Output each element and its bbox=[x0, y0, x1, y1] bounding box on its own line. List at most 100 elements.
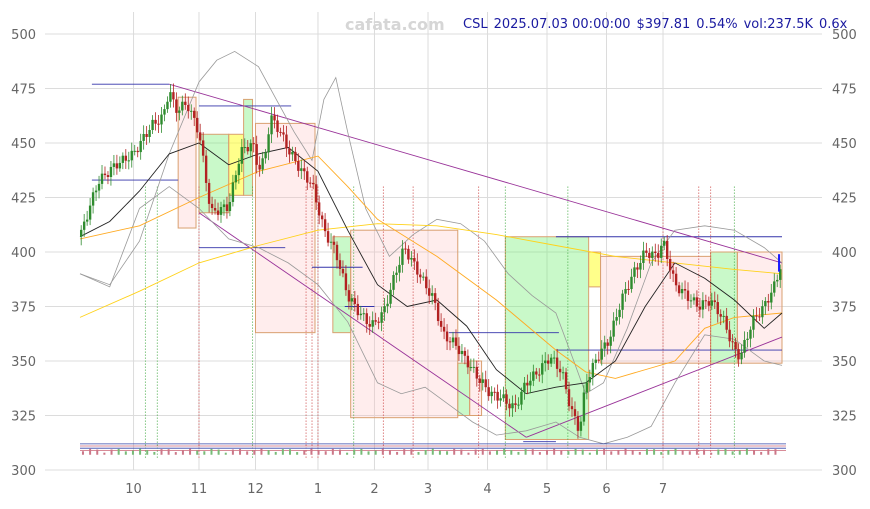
candle-down bbox=[216, 210, 220, 215]
candle-up bbox=[130, 150, 133, 161]
volume-bar bbox=[731, 451, 734, 455]
candle-down bbox=[297, 161, 300, 171]
candle-up bbox=[472, 366, 476, 368]
candle-up bbox=[511, 403, 514, 409]
candle-up bbox=[701, 300, 705, 310]
candle-down bbox=[332, 241, 336, 245]
candle-up bbox=[722, 315, 725, 317]
candle-up bbox=[692, 297, 696, 301]
candle-up bbox=[383, 306, 386, 313]
volume-bar bbox=[381, 448, 384, 455]
candle-down bbox=[154, 119, 157, 124]
volume-bar bbox=[196, 450, 199, 455]
volume-bar bbox=[695, 448, 698, 455]
candle-down bbox=[627, 288, 630, 290]
candle-up bbox=[392, 275, 395, 290]
candle-down bbox=[755, 315, 758, 317]
watermark: cafata.com bbox=[345, 15, 445, 34]
candle-up bbox=[395, 272, 398, 276]
candle-up bbox=[142, 133, 145, 141]
volume-bar bbox=[353, 449, 356, 455]
candle-down bbox=[707, 301, 711, 306]
candle-down bbox=[428, 288, 431, 296]
volume-bar bbox=[217, 449, 220, 455]
candle-down bbox=[454, 337, 458, 346]
candle-up bbox=[410, 257, 413, 260]
candle-up bbox=[776, 279, 779, 282]
volume-bar bbox=[553, 448, 556, 455]
y-tick-label-left: 325 bbox=[11, 410, 36, 425]
candle-down bbox=[645, 250, 648, 253]
candle-up bbox=[591, 362, 595, 378]
volume-bar bbox=[260, 448, 263, 455]
candle-up bbox=[91, 192, 95, 206]
candle-down bbox=[347, 290, 351, 302]
volume-bar bbox=[624, 448, 627, 455]
volume-bar bbox=[239, 448, 242, 455]
candle-down bbox=[193, 110, 196, 118]
candle-up bbox=[660, 245, 663, 258]
volume-bar bbox=[703, 449, 706, 455]
y-tick-label-right: 400 bbox=[832, 246, 857, 261]
volume-bar bbox=[560, 450, 563, 455]
candle-down bbox=[279, 131, 282, 133]
volume-bar bbox=[610, 451, 613, 455]
volume-bar bbox=[503, 448, 506, 455]
candle-down bbox=[303, 168, 306, 172]
candle-up bbox=[267, 134, 270, 153]
candle-up bbox=[639, 262, 642, 270]
volume-bar bbox=[231, 449, 234, 455]
candle-down bbox=[657, 253, 660, 258]
candle-up bbox=[401, 248, 404, 265]
candle-down bbox=[374, 320, 377, 322]
volume-bar bbox=[774, 449, 777, 455]
volume-bar bbox=[296, 452, 299, 455]
volume-bar bbox=[738, 450, 741, 455]
candle-down bbox=[195, 117, 199, 133]
volume-bar bbox=[281, 449, 284, 455]
candle-down bbox=[323, 219, 327, 232]
candle-up bbox=[148, 129, 151, 137]
candle-up bbox=[532, 371, 535, 381]
candle-down bbox=[320, 215, 324, 220]
candle-down bbox=[326, 231, 330, 243]
candle-down bbox=[294, 151, 297, 162]
candle-down bbox=[487, 387, 490, 397]
volume-bar bbox=[317, 450, 320, 455]
candle-down bbox=[546, 360, 550, 364]
candle-down bbox=[103, 173, 107, 176]
candle-down bbox=[698, 306, 702, 310]
candle-down bbox=[258, 164, 261, 170]
candle-down bbox=[210, 203, 214, 208]
volume-bar bbox=[110, 449, 113, 455]
candle-up bbox=[663, 240, 666, 246]
volume-bar bbox=[89, 448, 92, 455]
volume-bar bbox=[246, 451, 249, 455]
candle-down bbox=[198, 132, 202, 141]
candle-down bbox=[276, 120, 279, 132]
candle-down bbox=[207, 182, 211, 204]
candle-down bbox=[335, 244, 339, 261]
volume-bar bbox=[617, 450, 620, 455]
candle-up bbox=[350, 298, 354, 302]
x-tick-label: 3 bbox=[424, 482, 432, 497]
volume-bar bbox=[431, 448, 434, 455]
volume-bar bbox=[174, 452, 177, 455]
volume-bar bbox=[146, 450, 149, 455]
candle-down bbox=[734, 341, 737, 350]
candle-down bbox=[767, 301, 770, 303]
candle-down bbox=[288, 148, 291, 155]
candle-down bbox=[433, 293, 437, 303]
volume-bar bbox=[310, 448, 313, 455]
candle-up bbox=[329, 241, 333, 243]
candle-down bbox=[413, 257, 416, 262]
candle-up bbox=[118, 162, 122, 169]
y-tick-label-left: 400 bbox=[11, 246, 36, 261]
candle-up bbox=[541, 363, 544, 375]
candle-up bbox=[181, 101, 184, 111]
candle-up bbox=[112, 163, 116, 167]
y-tick-label-right: 350 bbox=[832, 355, 857, 370]
candle-up bbox=[79, 229, 83, 237]
candle-up bbox=[621, 293, 624, 310]
